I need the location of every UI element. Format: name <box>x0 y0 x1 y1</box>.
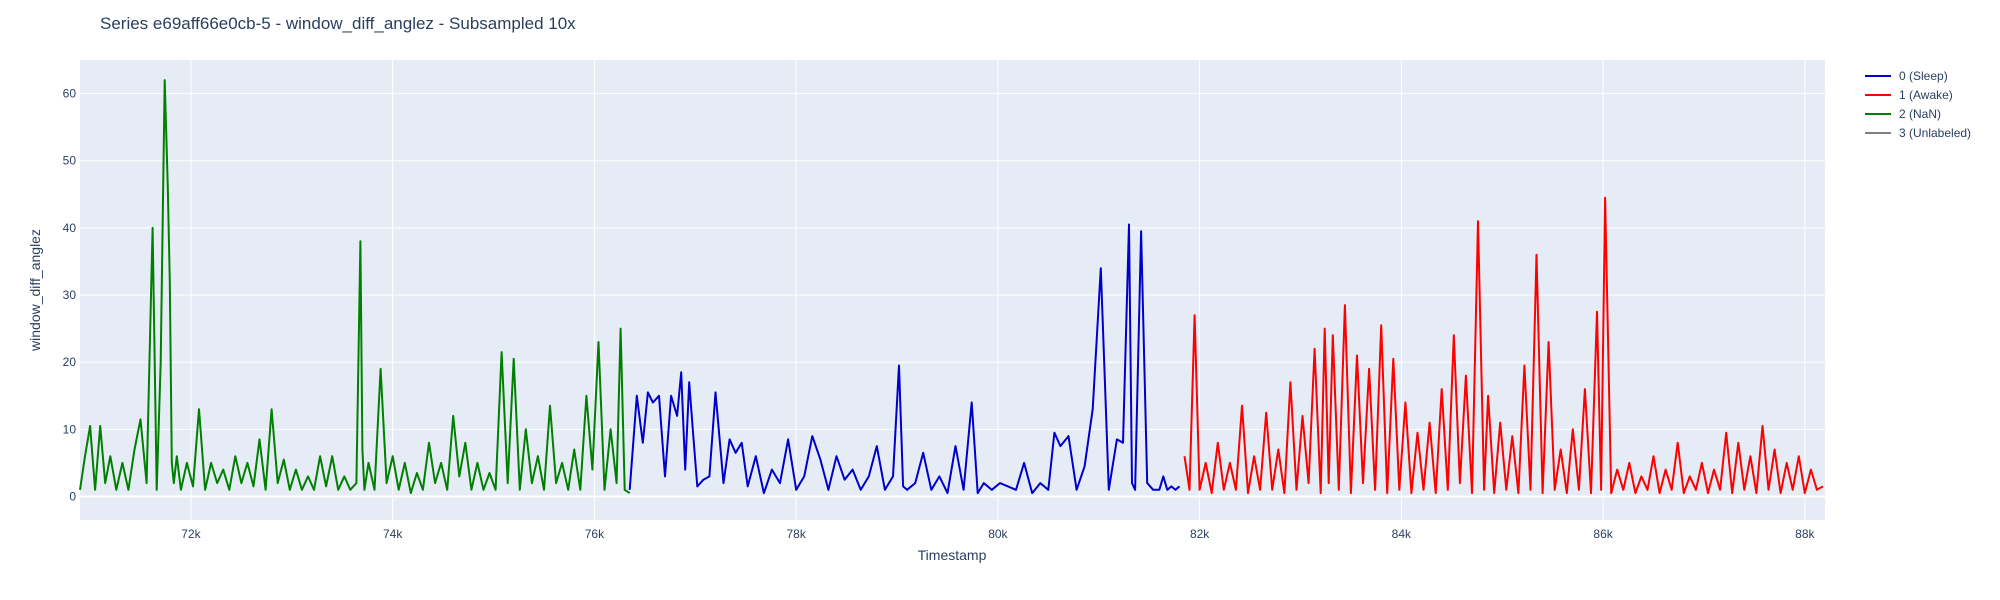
y-tick-label: 0 <box>69 489 76 503</box>
x-tick-label: 84k <box>1392 527 1412 541</box>
series-lines <box>79 79 1824 495</box>
legend-item[interactable]: 2 (NaN) <box>1865 104 1971 123</box>
x-tick-label: 78k <box>786 527 806 541</box>
legend-swatch <box>1865 131 1891 134</box>
x-tick-label: 74k <box>383 527 403 541</box>
y-tick-label: 40 <box>63 221 77 235</box>
legend-item[interactable]: 3 (Unlabeled) <box>1865 123 1971 142</box>
x-tick-label: 88k <box>1795 527 1815 541</box>
y-tick-label: 30 <box>63 288 77 302</box>
x-axis-ticks: 72k 74k 76k 78k 80k 82k 84k 86k 88k <box>181 527 1815 541</box>
series-line-0 <box>628 223 1181 495</box>
chart-title: Series e69aff66e0cb-5 - window_diff_angl… <box>100 14 576 33</box>
legend: 0 (Sleep) 1 (Awake) 2 (NaN) 3 (Unlabeled) <box>1865 66 1971 142</box>
plot-area <box>80 60 1825 520</box>
x-axis-label: Timestamp <box>918 547 987 563</box>
y-axis-label: window_diff_anglez <box>27 229 43 352</box>
y-tick-label: 60 <box>63 87 77 101</box>
legend-label: 2 (NaN) <box>1899 106 1942 121</box>
legend-swatch <box>1865 74 1891 77</box>
legend-label: 3 (Unlabeled) <box>1899 125 1972 140</box>
series-line-1 <box>1183 196 1824 495</box>
x-tick-label: 72k <box>181 527 201 541</box>
legend-swatch <box>1865 93 1891 96</box>
x-tick-label: 82k <box>1190 527 1210 541</box>
series-line-2 <box>79 79 631 495</box>
y-tick-label: 50 <box>63 154 77 168</box>
y-axis-ticks: 0 10 20 30 40 50 60 <box>63 87 77 504</box>
legend-item[interactable]: 0 (Sleep) <box>1865 66 1971 85</box>
legend-label: 0 (Sleep) <box>1899 68 1948 83</box>
legend-label: 1 (Awake) <box>1899 87 1953 102</box>
legend-item[interactable]: 1 (Awake) <box>1865 85 1971 104</box>
x-tick-label: 86k <box>1593 527 1613 541</box>
legend-swatch <box>1865 112 1891 115</box>
x-tick-label: 76k <box>585 527 605 541</box>
y-tick-label: 10 <box>63 422 77 436</box>
x-tick-label: 80k <box>988 527 1008 541</box>
y-tick-label: 20 <box>63 355 77 369</box>
